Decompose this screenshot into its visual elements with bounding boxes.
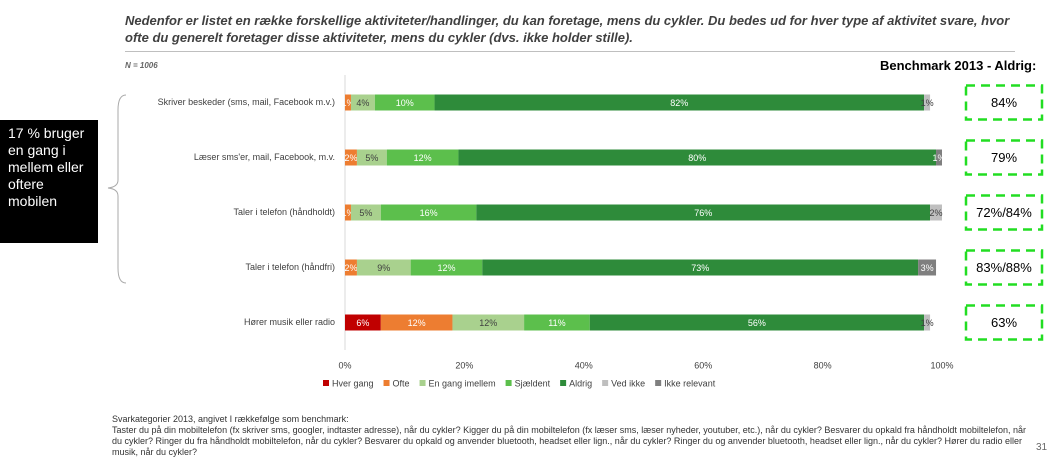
benchmark-value: 79% <box>991 150 1017 165</box>
x-tick-label: 20% <box>455 360 473 370</box>
data-label: 2% <box>930 208 943 218</box>
bar-segment <box>936 149 942 166</box>
data-label: 1% <box>921 318 934 328</box>
legend-label: Ofte <box>393 378 410 388</box>
data-label: 12% <box>479 318 497 328</box>
category-label: Taler i telefon (håndfri) <box>245 262 335 272</box>
data-label: 12% <box>408 318 426 328</box>
bar-segment <box>434 94 925 111</box>
legend-swatch <box>323 380 329 386</box>
category-label: Skriver beskeder (sms, mail, Facebook m.… <box>158 97 335 107</box>
data-label: 3% <box>921 263 934 273</box>
bar-segment <box>924 94 931 111</box>
category-label: Hører musik eller radio <box>244 317 335 327</box>
x-tick-label: 0% <box>338 360 351 370</box>
bar-segment <box>345 314 381 331</box>
legend-label: Ikke relevant <box>664 378 716 388</box>
benchmark-value: 84% <box>991 95 1017 110</box>
bar-segment <box>918 259 937 276</box>
data-label: 80% <box>688 153 706 163</box>
data-label: 82% <box>670 98 688 108</box>
data-label: 16% <box>420 208 438 218</box>
benchmark-box <box>964 249 1044 286</box>
bar-segment <box>350 204 381 221</box>
page-number: 31 <box>1036 442 1048 453</box>
legend-swatch <box>655 380 662 386</box>
x-tick-label: 80% <box>814 360 832 370</box>
benchmark-box <box>964 84 1044 121</box>
category-label: Læser sms'er, mail, Facebook, m.v. <box>194 152 335 162</box>
data-label: 76% <box>694 208 712 218</box>
data-label: 56% <box>748 318 766 328</box>
footnote: Svarkategorier 2013, angivet I rækkefølg… <box>112 414 1032 458</box>
bar-segment <box>589 314 925 331</box>
bar-segment <box>524 314 590 331</box>
bar-segment <box>930 204 942 221</box>
bar-segment <box>345 149 357 166</box>
legend-label: Sjældent <box>515 378 551 388</box>
data-label: 4% <box>356 98 369 108</box>
benchmark-value: 63% <box>991 315 1017 330</box>
bar-segment <box>356 259 411 276</box>
legend-label: En gang imellem <box>429 378 496 388</box>
data-label: 11% <box>548 318 565 328</box>
legend-label: Ved ikke <box>611 378 645 388</box>
bar-segment <box>380 314 453 331</box>
data-label: 9% <box>377 263 390 273</box>
data-label: 2% <box>344 263 357 273</box>
benchmark-title: Benchmark 2013 - Aldrig: <box>880 58 1037 73</box>
footnote-title: Svarkategorier 2013, angivet I rækkefølg… <box>112 414 349 424</box>
benchmark-box <box>964 304 1044 341</box>
bar-segment <box>476 204 931 221</box>
bar-segment <box>386 149 459 166</box>
data-label: 12% <box>414 153 432 163</box>
data-label: 6% <box>356 318 369 328</box>
legend-swatch <box>602 380 609 386</box>
bar-segment <box>452 314 525 331</box>
bar-segment <box>350 94 375 111</box>
data-label: 2% <box>344 153 357 163</box>
data-label: 1% <box>341 208 354 218</box>
category-label: Taler i telefon (håndholdt) <box>233 207 335 217</box>
data-label: 1% <box>341 98 354 108</box>
bar-segment <box>482 259 919 276</box>
benchmark-value: 72%/84% <box>976 205 1032 220</box>
bar-segment <box>380 204 477 221</box>
data-label: 5% <box>365 153 378 163</box>
legend-swatch <box>383 380 390 386</box>
bar-segment <box>410 259 483 276</box>
data-label: 1% <box>933 153 946 163</box>
x-tick-label: 100% <box>930 360 953 370</box>
heading: Nedenfor er listet en række forskellige … <box>125 13 1010 45</box>
benchmark-box <box>964 139 1044 176</box>
bar-segment <box>356 149 387 166</box>
benchmark-value: 83%/88% <box>976 260 1032 275</box>
x-tick-label: 40% <box>575 360 593 370</box>
legend-label: Hver gang <box>332 378 374 388</box>
bracket <box>107 94 127 284</box>
divider <box>125 51 1015 52</box>
bar-segment <box>345 204 351 221</box>
data-label: 10% <box>396 98 414 108</box>
bar-segment <box>345 94 351 111</box>
legend-swatch <box>560 380 567 386</box>
bar-segment <box>924 314 931 331</box>
bar-segment <box>345 259 357 276</box>
legend-swatch <box>505 380 512 386</box>
data-label: 73% <box>691 263 709 273</box>
bar-segment <box>458 149 937 166</box>
data-label: 1% <box>921 98 934 108</box>
sample-size: N = 1006 <box>125 61 158 70</box>
data-label: 5% <box>359 208 372 218</box>
legend-label: Aldrig <box>569 378 592 388</box>
bar-segment <box>374 94 435 111</box>
x-tick-label: 60% <box>694 360 712 370</box>
benchmark-box <box>964 194 1044 231</box>
footnote-text: Taster du på din mobiltelefon (fx skrive… <box>112 425 1026 457</box>
callout: 17 % bruger en gang i mellem eller ofter… <box>0 120 98 243</box>
legend-swatch <box>419 380 426 386</box>
data-label: 12% <box>437 263 455 273</box>
